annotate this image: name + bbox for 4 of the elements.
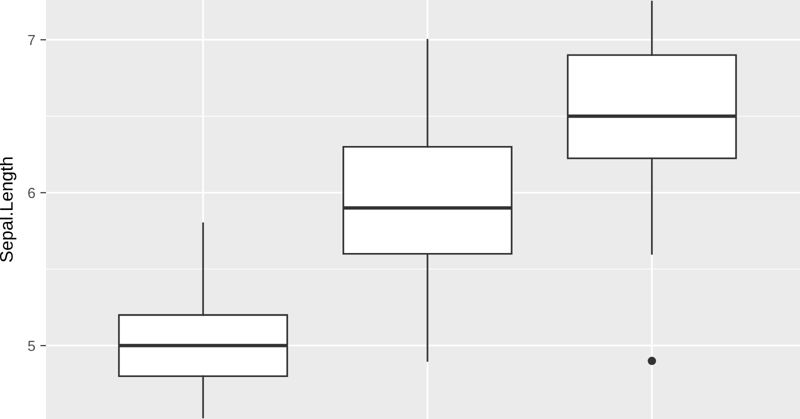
y-tick-label: 7 xyxy=(28,35,35,46)
y-tick-label: 5 xyxy=(28,340,35,352)
y-axis-title: Sepal.Length xyxy=(0,157,16,262)
y-tick-label: 6 xyxy=(28,188,35,198)
